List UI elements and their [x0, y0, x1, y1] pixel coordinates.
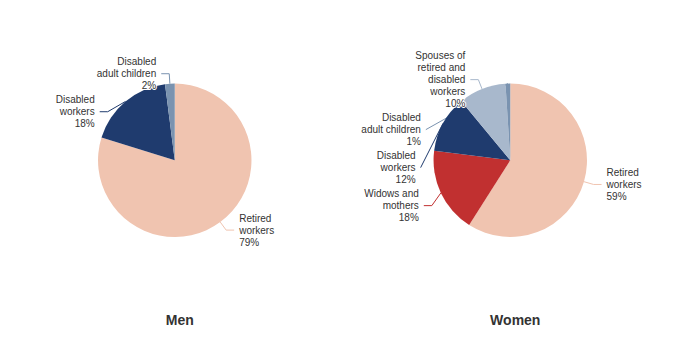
svg-text:Disabled: Disabled [377, 150, 416, 161]
svg-text:workers: workers [429, 86, 465, 97]
svg-text:workers: workers [238, 225, 274, 236]
svg-text:adult children: adult children [97, 68, 156, 79]
svg-text:2%: 2% [142, 80, 157, 91]
svg-text:Retired: Retired [607, 167, 639, 178]
svg-text:Disabled: Disabled [382, 112, 421, 123]
svg-text:Women: Women [490, 312, 540, 328]
svg-text:adult children: adult children [361, 124, 420, 135]
svg-text:1%: 1% [406, 136, 421, 147]
svg-text:workers: workers [606, 179, 642, 190]
svg-text:79%: 79% [239, 237, 259, 248]
svg-text:mothers: mothers [383, 200, 419, 211]
svg-text:Men: Men [166, 312, 194, 328]
svg-text:Disabled: Disabled [117, 56, 156, 67]
svg-text:Widows and: Widows and [364, 188, 418, 199]
svg-text:workers: workers [59, 106, 95, 117]
svg-text:retired and: retired and [418, 62, 466, 73]
svg-text:18%: 18% [75, 118, 95, 129]
svg-text:Retired: Retired [239, 213, 271, 224]
svg-text:Spouses of: Spouses of [415, 50, 465, 61]
svg-text:disabled: disabled [428, 74, 465, 85]
svg-text:workers: workers [380, 162, 416, 173]
svg-text:18%: 18% [399, 212, 419, 223]
svg-text:59%: 59% [607, 191, 627, 202]
svg-text:Disabled: Disabled [56, 94, 95, 105]
svg-text:10%: 10% [445, 98, 465, 109]
svg-text:12%: 12% [396, 174, 416, 185]
